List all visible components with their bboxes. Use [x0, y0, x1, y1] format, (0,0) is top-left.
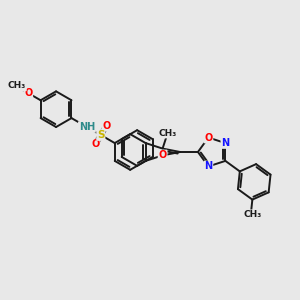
Text: O: O [102, 121, 110, 131]
Text: CH₃: CH₃ [158, 129, 176, 138]
Text: S: S [97, 130, 105, 140]
Text: O: O [24, 88, 32, 98]
Text: NH: NH [79, 122, 95, 132]
Text: CH₃: CH₃ [8, 82, 26, 91]
Text: N: N [221, 138, 230, 148]
Text: N: N [204, 161, 212, 171]
Text: O: O [204, 133, 212, 142]
Text: O: O [158, 150, 167, 161]
Text: CH₃: CH₃ [244, 210, 262, 219]
Text: O: O [92, 139, 100, 149]
